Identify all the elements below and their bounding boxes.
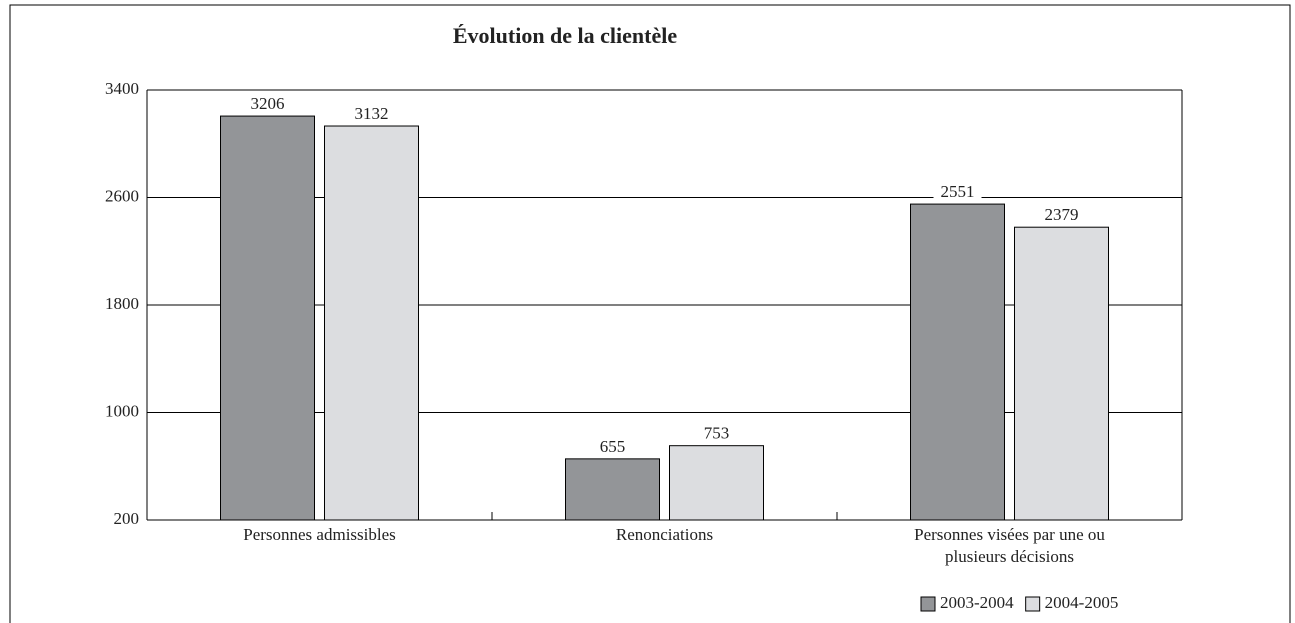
value-label-bg — [347, 106, 396, 124]
value-label-bg — [588, 438, 637, 456]
bar — [565, 458, 660, 521]
value-label-bg — [933, 184, 982, 202]
value-label-bg — [1037, 207, 1086, 225]
value-label-bg — [692, 425, 741, 443]
y-tick-label: 2600 — [105, 186, 139, 205]
frame — [9, 4, 1291, 623]
bar — [1014, 226, 1109, 521]
y-tick-label: 3400 — [105, 79, 139, 98]
value-label: 3132 — [355, 104, 389, 123]
x-tick-label: Personnes visées par une ou plusieurs dé… — [914, 525, 1105, 566]
bar — [910, 203, 1005, 521]
value-label: 3206 — [251, 94, 285, 113]
bar — [220, 115, 315, 521]
value-label-bg — [243, 96, 292, 114]
x-tick-label: Personnes admissibles — [243, 525, 396, 544]
legend-label: 2004-2005 — [1045, 593, 1119, 612]
value-label: 655 — [600, 437, 626, 456]
value-label: 2551 — [941, 182, 975, 201]
legend-swatch — [920, 596, 936, 612]
y-tick-label: 1800 — [105, 294, 139, 313]
x-tick-label: Renonciations — [615, 525, 714, 544]
y-tick-label: 1000 — [105, 401, 139, 420]
bar — [669, 445, 764, 521]
y-tick-label: 200 — [114, 509, 140, 528]
bar — [324, 125, 419, 521]
value-label: 753 — [704, 424, 730, 443]
value-label: 2379 — [1045, 205, 1079, 224]
legend-label: 2003-2004 — [940, 593, 1014, 612]
legend-swatch — [1025, 596, 1041, 612]
chart-title: Évolution de la clientèle — [453, 23, 678, 48]
